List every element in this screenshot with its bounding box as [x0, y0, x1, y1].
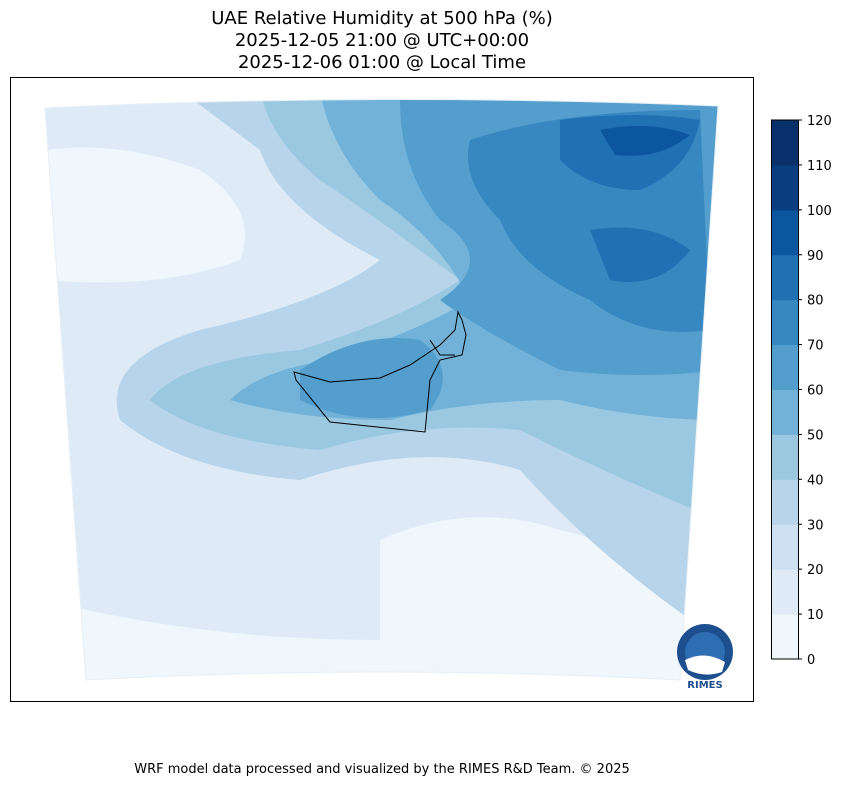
colorbar-tick-label: 40: [807, 473, 824, 488]
colorbar-bin: [771, 344, 798, 390]
colorbar-tick-label: 60: [807, 384, 824, 399]
colorbar-bin: [771, 164, 798, 211]
colorbar-bin: [771, 614, 798, 660]
colorbar-bin: [771, 434, 798, 480]
colorbar-tick-label: 10: [807, 608, 824, 623]
colorbar-bin: [771, 524, 798, 570]
footer-credit: WRF model data processed and visualized …: [134, 762, 630, 777]
colorbar-tick-label: 120: [807, 114, 832, 129]
colorbar-tick-label: 110: [807, 159, 832, 174]
colorbar-bin: [771, 389, 798, 435]
colorbar-bin: [771, 569, 798, 615]
colorbar-bin: [771, 209, 798, 256]
uae-border: [293, 310, 467, 433]
colorbar-bin: [771, 479, 798, 525]
colorbar-tick-label: 20: [807, 563, 824, 578]
colorbar-tick-label: 80: [807, 294, 824, 309]
rimes-logo: RIMES: [677, 624, 733, 691]
colorbar-tick-label: 100: [807, 204, 832, 219]
colorbar-bin: [771, 254, 798, 301]
colorbar-bin: [771, 120, 798, 166]
colorbar-tick-label: 30: [807, 518, 824, 533]
colorbar-tick-label: 90: [807, 249, 824, 264]
title-line-3: 2025-12-06 01:00 @ Local Time: [237, 52, 527, 73]
colorbar: 0 10 20 30 40 50 60 70 80 90 100 110 120: [771, 114, 832, 668]
contour-fill: [45, 99, 718, 680]
colorbar-bin: [771, 299, 798, 346]
colorbar-tick-label: 70: [807, 339, 824, 354]
colorbar-tick-label: 0: [807, 653, 815, 668]
title-line-1: UAE Relative Humidity at 500 hPa (%): [211, 8, 553, 29]
title-line-2: 2025-12-05 21:00 @ UTC+00:00: [234, 30, 530, 51]
logo-text: RIMES: [687, 680, 722, 691]
colorbar-tick-label: 50: [807, 428, 824, 443]
